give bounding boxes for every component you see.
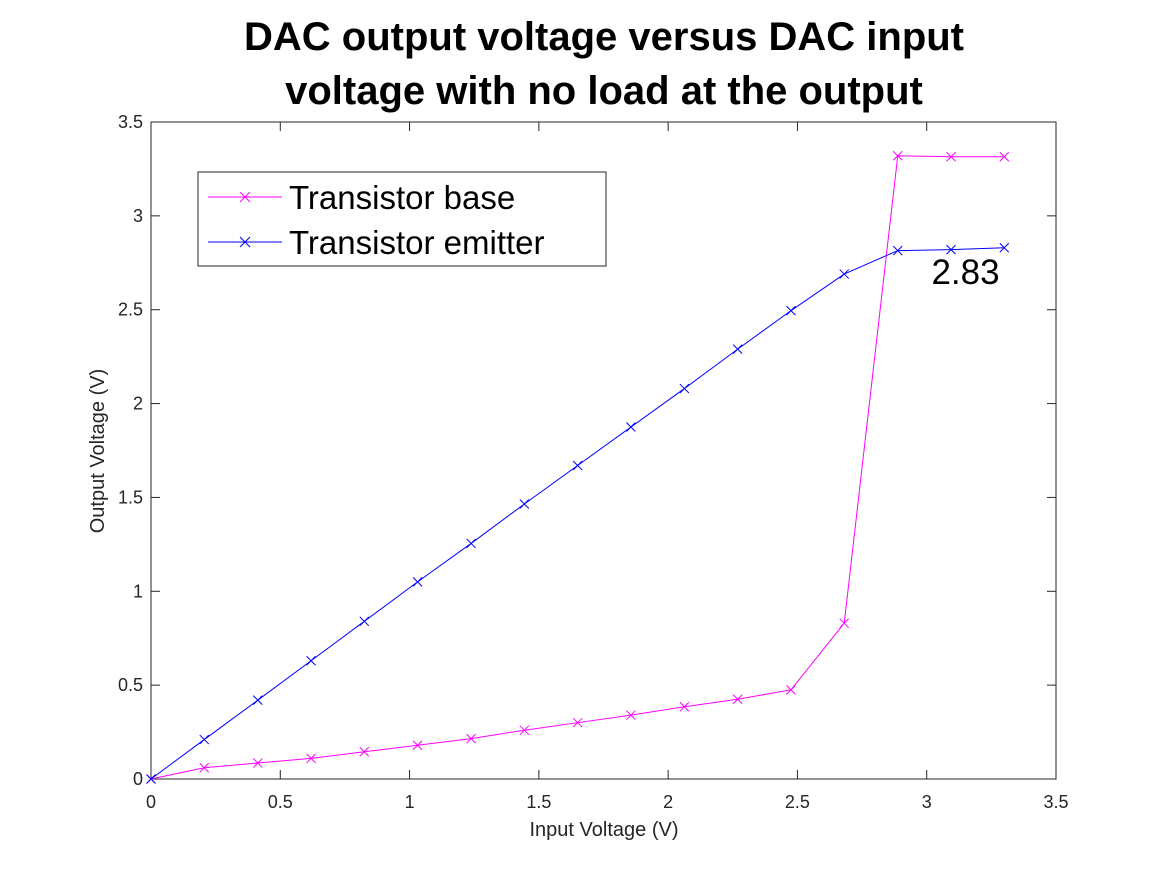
y-tick-label: 1.5 — [118, 487, 143, 507]
data-point-transistor-base — [732, 694, 743, 705]
y-axis-label: Output Voltage (V) — [87, 369, 109, 534]
data-point-transistor-emitter — [786, 305, 796, 316]
data-point-transistor-base — [946, 151, 956, 162]
data-point-transistor-base — [679, 701, 690, 712]
data-point-transistor-base — [786, 684, 796, 695]
data-point-transistor-emitter — [146, 774, 156, 784]
x-tick-label: 3.5 — [1043, 792, 1068, 812]
data-point-transistor-base — [999, 151, 1010, 162]
legend-box — [197, 171, 607, 267]
data-point-transistor-base — [519, 725, 530, 736]
y-tick-label: 2.5 — [118, 300, 143, 320]
data-point-transistor-emitter — [252, 695, 263, 706]
data-point-transistor-emitter — [892, 245, 903, 256]
x-tick-label: 3 — [922, 792, 932, 812]
legend-marker-transistor-base — [239, 191, 251, 203]
data-point-transistor-emitter — [626, 422, 636, 432]
x-tick-label: 1.5 — [526, 792, 551, 812]
data-point-transistor-emitter — [359, 616, 370, 627]
data-point-transistor-emitter — [199, 734, 210, 745]
data-point-transistor-emitter — [412, 577, 423, 587]
data-point-transistor-emitter — [466, 538, 476, 549]
data-point-transistor-base — [626, 710, 636, 721]
chart-title-line-2: voltage with no load at the output — [285, 69, 923, 113]
data-point-transistor-base — [892, 150, 903, 161]
x-tick-label: 2.5 — [785, 792, 810, 812]
x-tick-label: 0.5 — [268, 792, 293, 812]
data-point-transistor-base — [199, 762, 210, 773]
data-point-transistor-base — [252, 758, 263, 768]
data-point-transistor-emitter — [732, 344, 743, 354]
data-point-transistor-emitter — [572, 460, 583, 471]
data-point-transistor-emitter — [946, 244, 956, 255]
legend: Transistor base Transistor emitter — [197, 171, 607, 267]
x-axis-label: Input Voltage (V) — [530, 819, 679, 841]
legend-marker-transistor-emitter — [239, 236, 251, 248]
annotation-label: 2.83 — [931, 253, 999, 292]
y-tick-label: 3.5 — [118, 112, 143, 132]
data-point-transistor-base — [572, 717, 583, 728]
y-tick-label: 3 — [133, 206, 143, 226]
y-tick-label: 0.5 — [118, 675, 143, 695]
x-tick-label: 1 — [405, 792, 415, 812]
data-point-transistor-emitter — [839, 269, 850, 279]
y-tick-label: 0 — [133, 769, 143, 789]
data-point-transistor-base — [839, 618, 850, 629]
data-point-transistor-base — [466, 733, 476, 744]
data-point-transistor-base — [412, 740, 423, 751]
y-tick-label: 1 — [133, 581, 143, 601]
data-point-transistor-emitter — [519, 499, 530, 509]
data-point-transistor-emitter — [679, 383, 690, 394]
chart-title-line-1: DAC output voltage versus DAC input — [244, 15, 964, 59]
y-tick-label: 2 — [133, 394, 143, 414]
data-point-transistor-base — [306, 753, 316, 764]
legend-label-transistor-base: Transistor base — [289, 179, 515, 216]
x-tick-label: 2 — [663, 792, 673, 812]
legend-label-transistor-emitter: Transistor emitter — [289, 224, 545, 261]
x-tick-label: 0 — [146, 792, 156, 812]
data-point-transistor-emitter — [306, 655, 316, 666]
data-point-transistor-emitter — [999, 242, 1010, 253]
data-point-transistor-base — [359, 746, 370, 757]
